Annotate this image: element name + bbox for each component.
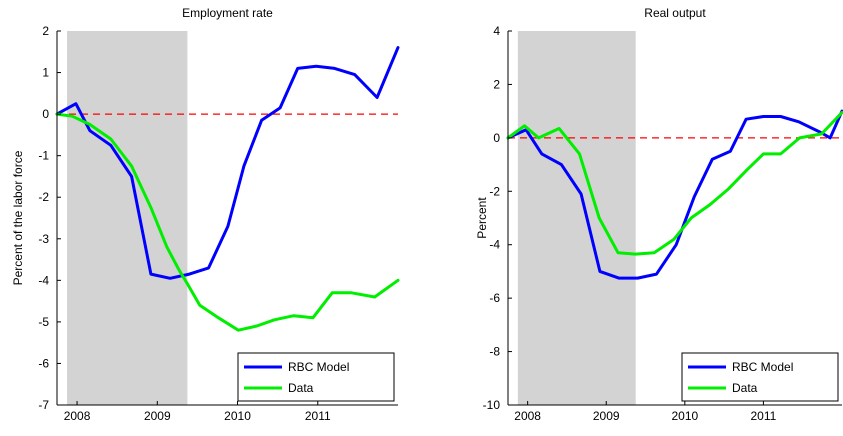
y-tick-label: -3: [38, 232, 49, 246]
y-tick-label: -2: [38, 190, 49, 204]
legend-box: [681, 352, 839, 402]
x-tick-label: 2011: [305, 409, 331, 423]
y-tick-label: -10: [483, 398, 501, 412]
legend-box: [237, 352, 395, 402]
x-tick-label: 2009: [144, 409, 171, 423]
y-tick-label: 0: [493, 131, 500, 145]
y-axis-label: Percent: [475, 197, 489, 239]
y-tick-label: -5: [38, 315, 49, 329]
shaded-region: [517, 31, 636, 405]
x-tick-label: 2010: [224, 409, 251, 423]
legend: RBC Model Data: [681, 352, 839, 402]
y-tick-label: 4: [493, 24, 500, 38]
y-tick-label: -6: [38, 356, 49, 370]
x-tick-label: 2009: [593, 409, 620, 423]
legend-entry: RBC Model: [732, 360, 793, 374]
y-tick-label: 2: [493, 77, 500, 91]
chart-title: Real output: [644, 6, 706, 20]
x-tick-label: 2008: [514, 409, 541, 423]
series-line-rbc-model: [55, 46, 400, 280]
series-line-data: [506, 111, 843, 256]
x-tick-label: 2010: [671, 409, 698, 423]
y-tick-label: -1: [38, 149, 49, 163]
y-tick-label: 2: [42, 24, 49, 38]
y-tick-label: -4: [38, 273, 49, 287]
real-output-panel: -10 -8 -6 -4 -2 0 2 4 2008 2009 2010 2011 Real outpu…: [475, 6, 843, 423]
y-tick-label: -2: [489, 184, 500, 198]
x-tick-label: 2008: [64, 409, 91, 423]
y-axis-label: Percent of the labor force: [11, 150, 25, 285]
y-tick-label: 0: [42, 107, 49, 121]
legend-entry: RBC Model: [288, 360, 349, 374]
shaded-region: [67, 31, 188, 405]
y-tick-label: 1: [42, 66, 49, 80]
y-tick-label: -6: [489, 291, 500, 305]
x-tick-label: 2011: [751, 409, 777, 423]
employment-rate-panel: -7 -6 -5 -4 -3 -2 -1 0 1 2 2008 2009 2010 2011 Employm…: [11, 6, 400, 423]
series-line-data: [55, 112, 400, 332]
legend-entry: Data: [732, 381, 758, 395]
y-tick-label: -4: [489, 238, 500, 252]
legend: RBC Model Data: [237, 352, 395, 402]
legend-entry: Data: [288, 381, 314, 395]
series-line-rbc-model: [506, 109, 843, 280]
y-tick-label: -7: [38, 398, 49, 412]
chart-title: Employment rate: [182, 6, 273, 20]
y-tick-label: -8: [489, 345, 500, 359]
